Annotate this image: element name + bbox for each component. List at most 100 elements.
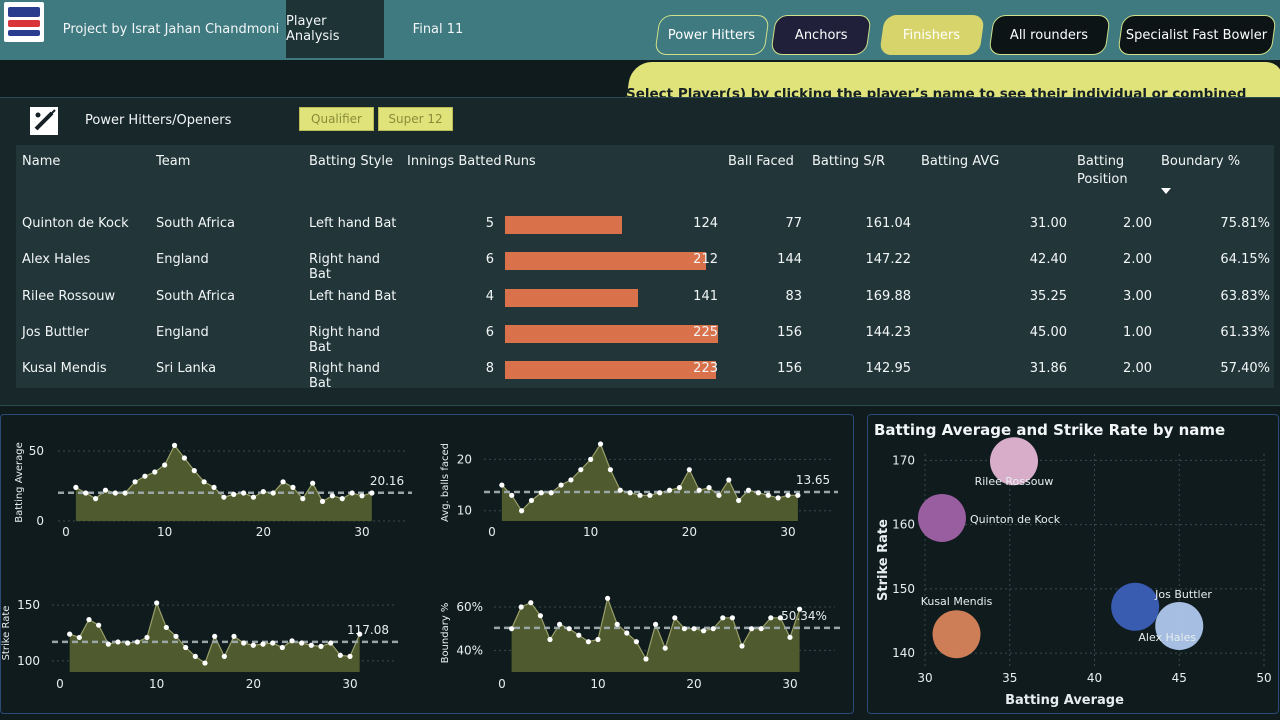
runs-value-cell: 225 xyxy=(693,325,718,340)
data-point xyxy=(726,477,732,483)
player-name-cell[interactable]: Alex Hales xyxy=(22,252,91,267)
area-fill xyxy=(511,598,800,672)
balls-faced-cell: 77 xyxy=(785,216,802,231)
x-tick-label: 10 xyxy=(157,525,172,539)
scatter-chart-panel xyxy=(867,414,1279,714)
y-tick-label: 150 xyxy=(17,598,40,612)
power-hitters-label: Power Hitters xyxy=(668,27,756,43)
innings-cell: 8 xyxy=(485,361,494,376)
data-point xyxy=(686,467,692,473)
data-point xyxy=(777,615,784,621)
average-value-label: 117.08 xyxy=(347,623,389,637)
balls-faced-cell: 156 xyxy=(777,325,802,340)
col-header-batting-sr[interactable]: Batting S/R xyxy=(812,154,885,169)
col-header-boundary-pct[interactable]: Boundary % xyxy=(1161,154,1241,169)
data-point xyxy=(310,480,316,486)
boundary-pct-cell: 75.81% xyxy=(1220,216,1270,231)
data-point xyxy=(125,640,131,646)
bubble-label: Rilee Rossouw xyxy=(975,475,1054,488)
data-point xyxy=(299,640,305,646)
tab-project-credit[interactable]: Project by Israt Jahan Chandmoni xyxy=(62,21,280,37)
strike-rate-cell: 144.23 xyxy=(865,325,912,340)
y-axis-label: Batting Average xyxy=(14,442,25,523)
sort-descending-icon[interactable] xyxy=(1161,188,1171,194)
all-rounders-button[interactable]: All rounders xyxy=(988,15,1111,55)
y-tick-label: 20 xyxy=(457,452,472,466)
y-tick-label: 140 xyxy=(892,646,915,660)
y-tick-label: 50 xyxy=(29,444,44,458)
data-point xyxy=(134,639,140,645)
y-tick-label: 10 xyxy=(457,504,472,518)
strike-rate-cell: 161.04 xyxy=(865,216,912,231)
col-header-batting-avg[interactable]: Batting AVG xyxy=(921,154,1000,169)
x-tick-label: 0 xyxy=(498,677,506,691)
x-tick-label: 45 xyxy=(1172,671,1187,685)
data-point xyxy=(260,641,266,647)
data-point xyxy=(509,492,515,498)
col-header-ball-faced[interactable]: Ball Faced xyxy=(728,154,794,169)
data-point xyxy=(657,490,663,496)
tab-player-analysis[interactable]: Player Analysis xyxy=(286,0,384,58)
y-tick-label: 40% xyxy=(456,643,483,657)
data-point xyxy=(614,621,620,627)
data-point xyxy=(633,639,640,645)
finishers-button[interactable]: Finishers xyxy=(879,15,985,55)
data-point xyxy=(163,624,169,631)
player-name-cell[interactable]: Kusal Mendis xyxy=(22,361,107,376)
balls-faced-cell: 156 xyxy=(777,361,802,376)
col-header-batting-position[interactable]: Batting Position xyxy=(1077,154,1128,187)
runs-value-cell: 124 xyxy=(693,216,718,231)
anchors-button[interactable]: Anchors xyxy=(770,15,872,55)
power-hitters-button[interactable]: Power Hitters xyxy=(654,15,770,55)
data-point xyxy=(319,498,326,504)
qualifier-filter-button[interactable]: Qualifier xyxy=(299,107,374,131)
data-point xyxy=(696,487,702,493)
team-cell: South Africa xyxy=(156,289,235,304)
x-tick-label: 10 xyxy=(583,525,598,539)
col-header-batting-style[interactable]: Batting Style xyxy=(309,154,393,169)
data-point xyxy=(290,484,296,490)
scatter-chart-svg: 30 35 40 45 50 140 150 160 170 Rilee Rossouw Quint… xyxy=(876,437,1272,708)
data-point xyxy=(647,492,653,498)
data-point xyxy=(643,656,649,662)
data-point xyxy=(706,485,712,491)
col-header-runs[interactable]: Runs xyxy=(504,154,536,169)
x-tick-label: 30 xyxy=(782,677,797,691)
tab-final-11[interactable]: Final 11 xyxy=(412,21,464,37)
player-name-cell[interactable]: Rilee Rossouw xyxy=(22,289,116,304)
col-header-name[interactable]: Name xyxy=(22,154,61,169)
runs-bar xyxy=(505,361,717,379)
data-point xyxy=(171,442,178,448)
data-point xyxy=(605,595,611,601)
player-name-cell[interactable]: Jos Buttler xyxy=(22,325,89,340)
player-name-cell[interactable]: Quinton de Kock xyxy=(22,216,129,231)
balls-faced-cell: 83 xyxy=(785,289,802,304)
data-point xyxy=(67,631,73,637)
data-point xyxy=(192,653,198,659)
y-tick-label: 0 xyxy=(36,514,44,528)
data-point xyxy=(96,622,102,628)
batting-avg-cell: 31.86 xyxy=(1029,361,1067,376)
data-point xyxy=(787,634,793,640)
finishers-label: Finishers xyxy=(903,27,961,43)
bubble-jos-buttler xyxy=(1111,582,1160,631)
batting-style-cell: Right hand Bat xyxy=(309,252,381,282)
bubble-label: Jos Buttler xyxy=(1154,588,1212,601)
x-tick-label: 50 xyxy=(1256,671,1271,685)
bubble-label: Alex Hales xyxy=(1138,631,1196,644)
average-value-label: 13.65 xyxy=(796,473,830,487)
specialist-fast-bowler-button[interactable]: Specialist Fast Bowler xyxy=(1117,15,1277,55)
data-point xyxy=(115,639,121,645)
x-tick-label: 20 xyxy=(246,677,261,691)
data-point xyxy=(595,636,601,643)
data-point xyxy=(578,467,584,473)
super12-filter-button[interactable]: Super 12 xyxy=(378,107,453,131)
col-header-innings-batted[interactable]: Innings Batted xyxy=(407,154,502,169)
data-point xyxy=(112,490,118,496)
col-header-team[interactable]: Team xyxy=(156,154,191,169)
data-point xyxy=(241,640,247,646)
data-point xyxy=(250,642,256,648)
data-point xyxy=(637,492,643,498)
y-tick-label: 100 xyxy=(17,654,40,668)
x-tick-label: 20 xyxy=(682,525,697,539)
